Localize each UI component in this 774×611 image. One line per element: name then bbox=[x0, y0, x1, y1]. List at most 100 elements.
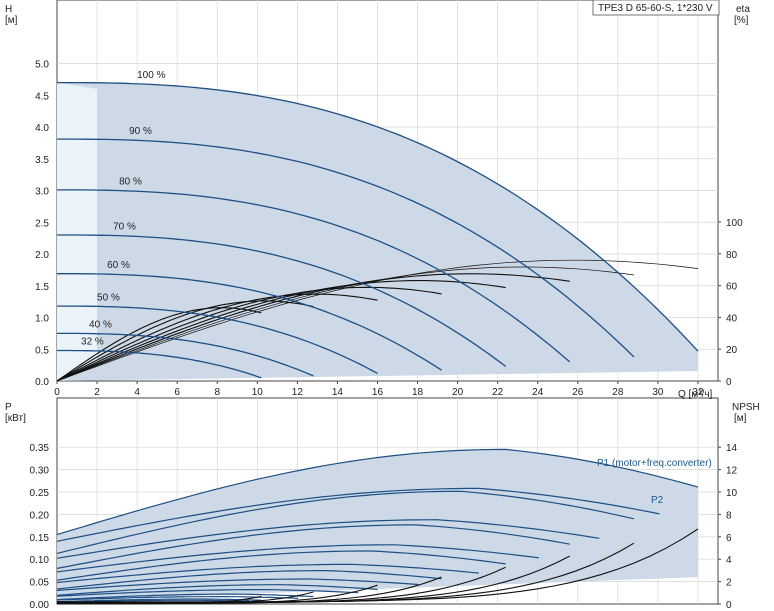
power-curves bbox=[56, 448, 699, 605]
efficiency-curve bbox=[56, 286, 442, 382]
y2-axis-label-npsh: NPSH bbox=[732, 402, 760, 413]
head-curve bbox=[57, 234, 507, 367]
y-tick-label: 0.0 bbox=[35, 377, 49, 388]
p1-curve bbox=[56, 448, 699, 536]
x-tick-label: 18 bbox=[412, 387, 424, 398]
speed-label: 70 % bbox=[113, 222, 136, 233]
head-curve bbox=[57, 138, 635, 358]
y2-tick-label: 100 bbox=[726, 218, 743, 229]
x-tick-label: 16 bbox=[372, 387, 384, 398]
y-axis-label-h: H bbox=[5, 4, 12, 15]
y-tick-label: 1.5 bbox=[35, 282, 49, 293]
y2-tick-label: 0 bbox=[726, 377, 732, 388]
chart-title: TPE3 D 65-60-S, 1*230 V bbox=[598, 3, 713, 14]
head-curve bbox=[57, 332, 314, 377]
speed-label: 32 % bbox=[81, 337, 104, 348]
power-range-area bbox=[57, 449, 698, 604]
x-tick-label: 0 bbox=[54, 387, 60, 398]
speed-label: 40 % bbox=[89, 320, 112, 331]
y2-tick-label: 6 bbox=[726, 533, 732, 544]
x-tick-label: 30 bbox=[652, 387, 664, 398]
y-axis-label-p: P bbox=[5, 402, 12, 413]
y2-tick-label: 12 bbox=[726, 466, 738, 477]
head-curves bbox=[56, 81, 699, 382]
x-tick-label: 8 bbox=[214, 387, 220, 398]
y-tick-label: 5.0 bbox=[35, 60, 49, 71]
y-axis-unit-p: [кВт] bbox=[5, 413, 26, 424]
y2-tick-label: 8 bbox=[726, 510, 732, 521]
series-label-p2: P2 bbox=[651, 495, 664, 506]
y-tick-label: 0.05 bbox=[30, 578, 50, 589]
speed-label: 60 % bbox=[107, 260, 130, 271]
y-tick-label: 2.5 bbox=[35, 218, 49, 229]
x-tick-label: 6 bbox=[174, 387, 180, 398]
speed-label: 100 % bbox=[137, 70, 165, 81]
x-tick-label: 32 bbox=[692, 387, 704, 398]
y-tick-label: 4.0 bbox=[35, 123, 49, 134]
x-tick-label: 10 bbox=[252, 387, 264, 398]
y-tick-label: 0.10 bbox=[30, 555, 50, 566]
x-tick-label: 26 bbox=[572, 387, 584, 398]
p1-curve bbox=[56, 584, 378, 596]
y2-tick-label: 0 bbox=[726, 600, 732, 611]
efficiency-curve bbox=[56, 266, 634, 382]
x-tick-label: 14 bbox=[332, 387, 344, 398]
p2-curve bbox=[56, 487, 660, 542]
y-tick-label: 0.20 bbox=[30, 510, 50, 521]
efficiency-curve bbox=[56, 300, 314, 382]
x-tick-label: 20 bbox=[452, 387, 464, 398]
y2-tick-label: 10 bbox=[726, 488, 738, 499]
p2-curve bbox=[56, 519, 600, 559]
y-tick-label: 0.15 bbox=[30, 533, 50, 544]
title-box bbox=[592, 0, 720, 16]
p1-curve bbox=[56, 570, 442, 590]
power-range-fill bbox=[57, 449, 698, 604]
p2-curve bbox=[56, 544, 540, 573]
x-tick-label: 28 bbox=[612, 387, 624, 398]
y-tick-label: 3.5 bbox=[35, 155, 49, 166]
p1-curve bbox=[56, 550, 506, 581]
p2-curve bbox=[56, 589, 359, 597]
y-tick-label: 4.5 bbox=[35, 91, 49, 102]
head-curve bbox=[57, 349, 262, 379]
y2-tick-label: 40 bbox=[726, 313, 738, 324]
y2-axis-unit-eta: [%] bbox=[734, 15, 749, 26]
efficiency-curve bbox=[56, 293, 378, 382]
y-tick-label: 0.30 bbox=[30, 466, 50, 477]
y2-tick-label: 14 bbox=[726, 443, 738, 454]
efficiency-curve bbox=[56, 307, 262, 382]
efficiency-curve bbox=[56, 273, 570, 382]
y2-tick-label: 60 bbox=[726, 282, 738, 293]
y-tick-label: 0.00 bbox=[30, 600, 50, 611]
x-tick-label: 22 bbox=[492, 387, 504, 398]
series-label-p1: P1 (motor+freq.converter) bbox=[597, 458, 712, 469]
y2-axis-label-eta: eta bbox=[736, 4, 750, 15]
p2-curve bbox=[56, 578, 419, 592]
y-tick-label: 1.0 bbox=[35, 314, 49, 325]
p1-curve bbox=[56, 524, 570, 569]
y-tick-label: 0.5 bbox=[35, 345, 49, 356]
p2-curve bbox=[56, 563, 479, 584]
y-tick-label: 0.35 bbox=[30, 443, 50, 454]
head-curve bbox=[57, 273, 442, 371]
x-tick-label: 2 bbox=[94, 387, 100, 398]
speed-label: 80 % bbox=[119, 177, 142, 188]
y-axis-unit-h: [м] bbox=[5, 15, 18, 26]
npsh-curve bbox=[57, 595, 262, 605]
head-curve bbox=[57, 81, 699, 352]
p1-curve bbox=[56, 593, 314, 601]
y2-tick-label: 4 bbox=[726, 555, 732, 566]
head-chart-labels: 100 % 90 % 80 % 70 % 60 % 50 % 40 % 32 % bbox=[81, 70, 166, 348]
speed-label: 90 % bbox=[129, 126, 152, 137]
x-tick-label: 12 bbox=[292, 387, 304, 398]
y-tick-label: 2.0 bbox=[35, 250, 49, 261]
p1-curve bbox=[56, 490, 635, 554]
y2-tick-label: 2 bbox=[726, 578, 732, 589]
y2-tick-label: 80 bbox=[726, 250, 738, 261]
y2-tick-label: 20 bbox=[726, 345, 738, 356]
y2-axis-unit-npsh: [м] bbox=[734, 413, 747, 424]
x-axis-label: Q [м³/ч] bbox=[678, 389, 713, 400]
head-curve bbox=[57, 189, 571, 363]
head-curve bbox=[57, 305, 378, 374]
